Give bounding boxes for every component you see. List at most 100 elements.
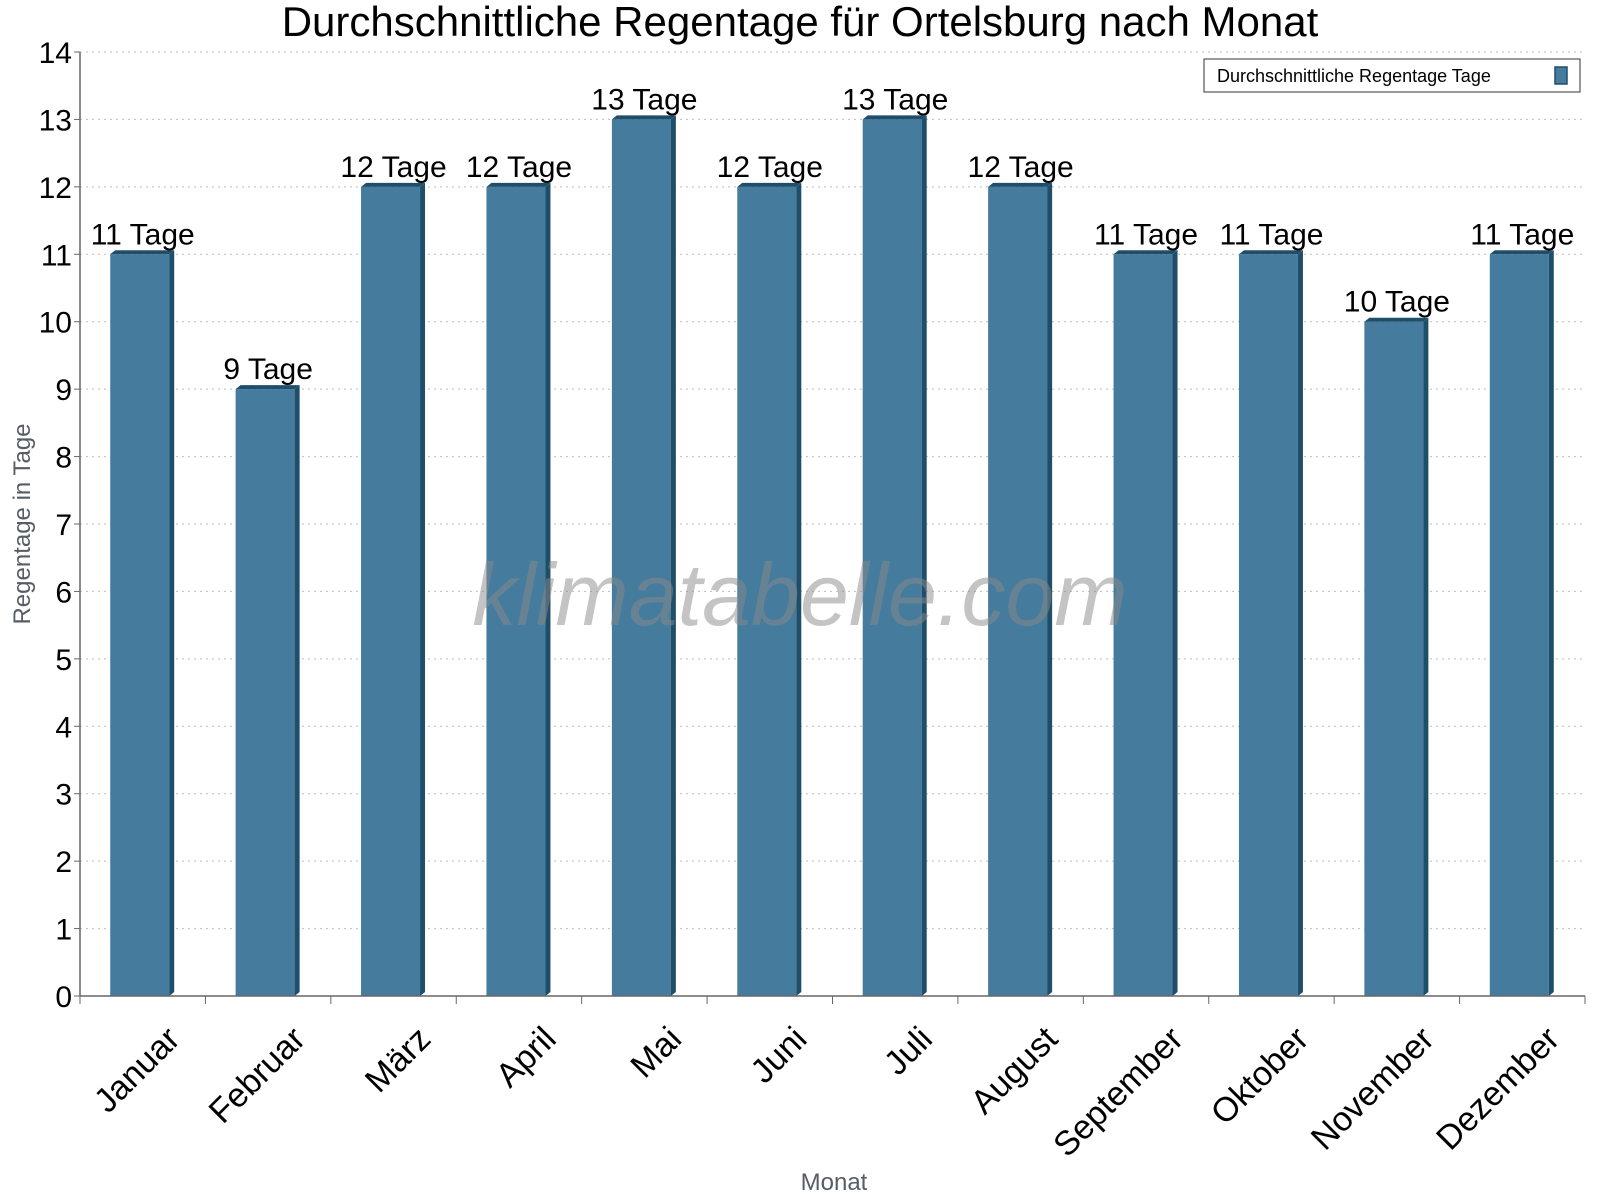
- y-tick-label: 6: [55, 576, 72, 609]
- grid-lines: [80, 51, 1585, 930]
- data-label: 10 Tage: [1344, 286, 1450, 319]
- bar-front: [361, 186, 421, 996]
- x-tick-label: Februar: [202, 1020, 313, 1131]
- bar-side: [294, 385, 300, 997]
- y-tick-label: 11: [41, 239, 72, 272]
- x-tick-label: Juli: [877, 1020, 940, 1083]
- bar-top: [1364, 317, 1429, 322]
- bar-side: [1172, 250, 1178, 997]
- x-tick-label: April: [489, 1020, 564, 1095]
- chart-title: Durchschnittliche Regentage für Ortelsbu…: [282, 0, 1319, 45]
- x-tick-label: Dezember: [1429, 1020, 1567, 1158]
- x-tick-label: März: [358, 1020, 438, 1100]
- bar-top: [1238, 250, 1303, 255]
- bar-top: [1489, 250, 1554, 255]
- data-label: 12 Tage: [340, 151, 446, 184]
- y-tick-label: 7: [55, 509, 72, 542]
- bar-front: [862, 119, 922, 996]
- bar: [361, 182, 426, 996]
- bar: [1489, 250, 1554, 997]
- bar: [988, 182, 1053, 996]
- y-tick-label: 0: [55, 981, 72, 1014]
- bar: [1364, 317, 1429, 996]
- bars: [110, 115, 1554, 997]
- bar-top: [235, 385, 300, 390]
- bar: [1113, 250, 1178, 997]
- bar-side: [420, 182, 426, 996]
- bar: [1238, 250, 1303, 997]
- bar-front: [1238, 254, 1298, 997]
- bar-side: [1423, 317, 1429, 996]
- bar-front: [1113, 254, 1173, 997]
- x-tick-label: September: [1046, 1020, 1190, 1164]
- data-label: 12 Tage: [466, 151, 572, 184]
- bar: [110, 250, 175, 997]
- bar: [611, 115, 676, 996]
- x-tick-label: Oktober: [1204, 1020, 1316, 1132]
- bar-front: [486, 186, 546, 996]
- x-axis-ticks: Januar Februar März April Mai Juni Juli AugustS…: [79, 996, 1586, 1164]
- data-labels: 11 Tage 9 Tage 12 Tage 12 Tage 13 Tage 12 Tag…: [91, 83, 1575, 386]
- legend-entry-label: Durchschnittliche Regentage Tage: [1217, 66, 1491, 86]
- bar-top: [862, 115, 927, 120]
- bar-side: [921, 115, 927, 996]
- x-tick-label: August: [964, 1019, 1066, 1121]
- y-tick-label: 13: [39, 104, 72, 137]
- y-tick-label: 2: [55, 846, 72, 879]
- bar-top: [486, 182, 551, 187]
- data-label: 11 Tage: [1470, 218, 1574, 251]
- bar-top: [988, 182, 1053, 187]
- y-tick-label: 14: [39, 37, 72, 70]
- bar-top: [611, 115, 676, 120]
- bar-front: [737, 186, 797, 996]
- data-label: 13 Tage: [842, 83, 948, 116]
- y-tick-label: 3: [55, 779, 72, 812]
- watermark: klimatabelle.com: [472, 545, 1127, 644]
- bar-top: [737, 182, 802, 187]
- bar-side: [670, 115, 676, 996]
- data-label: 12 Tage: [717, 151, 823, 184]
- y-tick-label: 12: [39, 172, 72, 205]
- y-tick-label: 9: [55, 374, 72, 407]
- legend-swatch: [1554, 66, 1568, 85]
- data-label: 11 Tage: [1219, 218, 1323, 251]
- y-tick-label: 8: [55, 442, 72, 475]
- bar-top: [110, 250, 175, 255]
- bar-side: [169, 250, 175, 997]
- data-label: 11 Tage: [1094, 218, 1198, 251]
- bar-side: [545, 182, 551, 996]
- bar-side: [1297, 250, 1303, 997]
- data-label: 9 Tage: [223, 353, 313, 386]
- y-tick-label: 4: [55, 711, 72, 744]
- x-tick-label: Januar: [87, 1020, 187, 1120]
- data-label: 11 Tage: [91, 218, 195, 251]
- bar: [862, 115, 927, 996]
- bar-front: [611, 119, 671, 996]
- y-axis-title: Regentage in Tage: [9, 423, 36, 624]
- bar-front: [1489, 254, 1549, 997]
- data-label: 13 Tage: [591, 83, 697, 116]
- x-tick-label: November: [1304, 1020, 1442, 1158]
- legend: Durchschnittliche Regentage Tage: [1203, 58, 1581, 93]
- bar-front: [1364, 321, 1424, 996]
- y-tick-label: 1: [55, 914, 72, 947]
- legend-box: [1203, 58, 1581, 93]
- bar-front: [235, 389, 295, 997]
- bar-top: [361, 182, 426, 187]
- bar-top: [1113, 250, 1178, 255]
- x-tick-label: Mai: [623, 1020, 689, 1086]
- x-axis-title: Monat: [801, 1169, 868, 1196]
- bar: [235, 385, 300, 997]
- bar: [486, 182, 551, 996]
- bar-front: [110, 254, 170, 997]
- bar-front: [988, 186, 1048, 996]
- bar: [737, 182, 802, 996]
- bar-side: [1548, 250, 1554, 997]
- y-tick-label: 5: [55, 644, 72, 677]
- data-label: 12 Tage: [968, 151, 1074, 184]
- x-tick-label: Juni: [743, 1020, 814, 1091]
- bar-side: [796, 182, 802, 996]
- y-tick-label: 10: [39, 307, 72, 340]
